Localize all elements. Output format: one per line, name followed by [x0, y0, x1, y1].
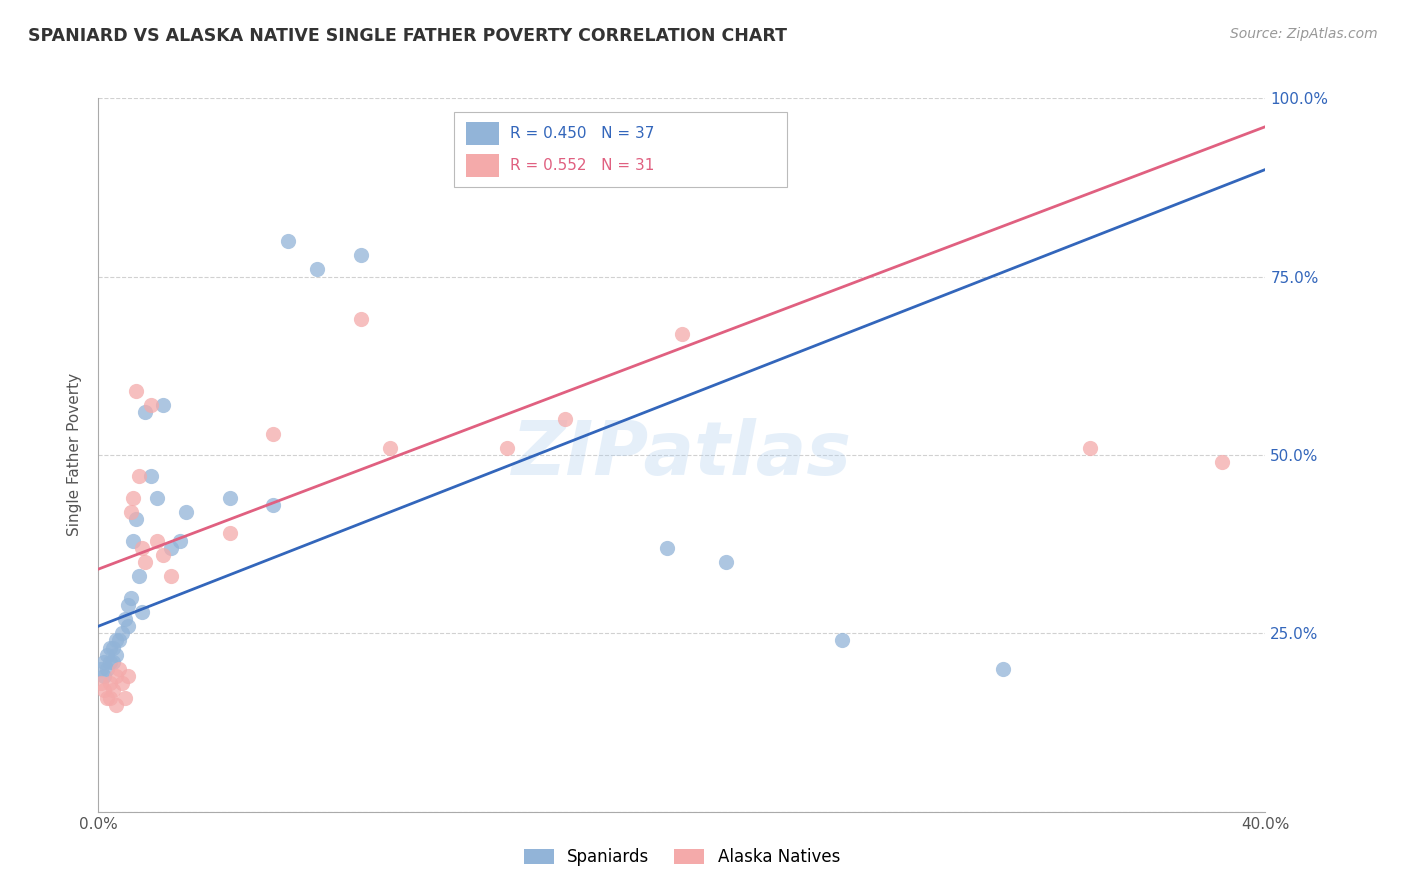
- Point: [98, 690, 121, 705]
- Point: [114, 612, 136, 626]
- FancyBboxPatch shape: [454, 112, 787, 187]
- Point: [307, 262, 329, 277]
- Point: [160, 569, 183, 583]
- Point: [160, 541, 183, 555]
- Point: [495, 441, 517, 455]
- Point: [96, 648, 118, 662]
- Point: [120, 591, 142, 605]
- Point: [90, 676, 112, 690]
- Text: Source: ZipAtlas.com: Source: ZipAtlas.com: [1230, 27, 1378, 41]
- Text: SPANIARD VS ALASKA NATIVE SINGLE FATHER POVERTY CORRELATION CHART: SPANIARD VS ALASKA NATIVE SINGLE FATHER …: [28, 27, 787, 45]
- Point: [122, 491, 145, 505]
- FancyBboxPatch shape: [465, 121, 499, 145]
- Point: [174, 505, 197, 519]
- Point: [152, 398, 174, 412]
- Point: [131, 605, 153, 619]
- Point: [139, 469, 162, 483]
- Point: [108, 662, 131, 676]
- Point: [262, 498, 284, 512]
- Point: [98, 640, 121, 655]
- Point: [122, 533, 145, 548]
- Point: [146, 533, 169, 548]
- Point: [146, 491, 169, 505]
- Point: [714, 555, 737, 569]
- Point: [1211, 455, 1233, 469]
- Point: [98, 676, 121, 690]
- Point: [139, 398, 162, 412]
- Point: [96, 662, 118, 676]
- Point: [90, 662, 112, 676]
- Text: R = 0.552   N = 31: R = 0.552 N = 31: [510, 158, 655, 173]
- Point: [657, 541, 679, 555]
- Text: ZIPatlas: ZIPatlas: [512, 418, 852, 491]
- Point: [831, 633, 853, 648]
- Point: [114, 690, 136, 705]
- Point: [101, 683, 124, 698]
- FancyBboxPatch shape: [465, 153, 499, 177]
- Point: [104, 648, 127, 662]
- Point: [111, 676, 134, 690]
- Point: [134, 555, 156, 569]
- Point: [108, 633, 131, 648]
- Point: [131, 541, 153, 555]
- Text: R = 0.450   N = 37: R = 0.450 N = 37: [510, 126, 655, 141]
- Point: [1080, 441, 1102, 455]
- Y-axis label: Single Father Poverty: Single Father Poverty: [67, 374, 83, 536]
- Point: [96, 690, 118, 705]
- Point: [111, 626, 134, 640]
- Point: [218, 491, 240, 505]
- Point: [104, 698, 127, 712]
- Point: [120, 505, 142, 519]
- Point: [350, 312, 373, 326]
- Point: [128, 569, 150, 583]
- Point: [117, 619, 139, 633]
- Point: [277, 234, 299, 248]
- Point: [101, 655, 124, 669]
- Point: [152, 548, 174, 562]
- Point: [134, 405, 156, 419]
- Point: [93, 669, 115, 683]
- Point: [671, 326, 693, 341]
- Point: [125, 384, 148, 398]
- Point: [104, 669, 127, 683]
- Point: [128, 469, 150, 483]
- Point: [117, 598, 139, 612]
- Point: [991, 662, 1014, 676]
- Point: [169, 533, 191, 548]
- Point: [262, 426, 284, 441]
- Point: [554, 412, 576, 426]
- Point: [93, 683, 115, 698]
- Point: [378, 441, 402, 455]
- Point: [350, 248, 373, 262]
- Point: [104, 633, 127, 648]
- Point: [93, 655, 115, 669]
- Point: [117, 669, 139, 683]
- Point: [218, 526, 240, 541]
- Point: [101, 640, 124, 655]
- Point: [98, 655, 121, 669]
- Point: [125, 512, 148, 526]
- Legend: Spaniards, Alaska Natives: Spaniards, Alaska Natives: [519, 843, 845, 871]
